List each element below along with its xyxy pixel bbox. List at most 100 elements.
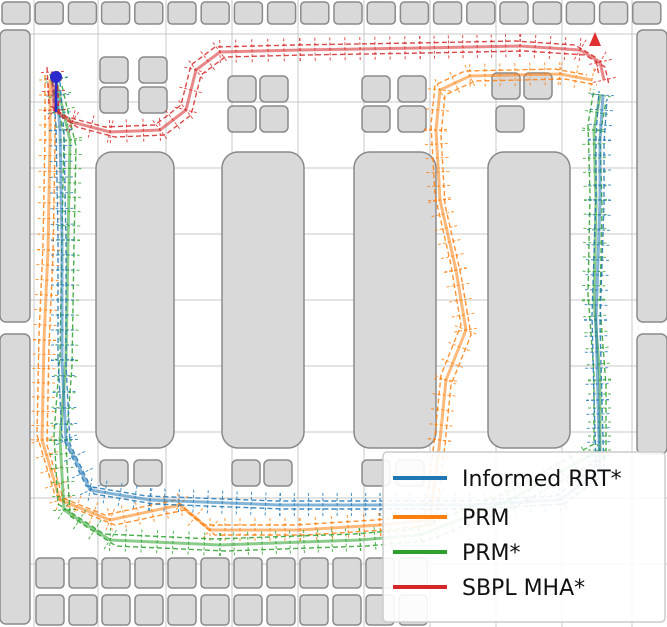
footprint-tick bbox=[289, 530, 291, 555]
footprint-tick bbox=[586, 229, 612, 231]
footprint-tick bbox=[33, 293, 59, 297]
footprint-tick bbox=[449, 71, 461, 95]
footprint-tick bbox=[39, 70, 65, 74]
footprint-tick bbox=[434, 375, 458, 385]
wall-left-lower bbox=[0, 333, 31, 625]
island-2 bbox=[221, 151, 305, 449]
footprint-tick bbox=[432, 393, 457, 397]
footprint-tick bbox=[346, 514, 350, 540]
footprint-tick bbox=[108, 527, 112, 553]
footprint-tick bbox=[514, 62, 516, 88]
footprint-tick bbox=[200, 51, 216, 71]
footprint-tick bbox=[586, 413, 611, 415]
footprint-tick bbox=[235, 491, 238, 516]
footprint-tick bbox=[50, 480, 75, 484]
footprint-tick bbox=[120, 505, 128, 529]
parking-space-bottom bbox=[332, 594, 362, 626]
small-obstacle bbox=[259, 75, 289, 103]
footprint-tick bbox=[588, 92, 612, 98]
footprint-tick bbox=[34, 451, 59, 459]
footprint-tick bbox=[330, 515, 334, 541]
legend-box bbox=[382, 451, 666, 623]
footprint-tick bbox=[68, 110, 76, 134]
footprint-tick bbox=[573, 39, 587, 61]
footprint-tick bbox=[585, 383, 610, 385]
footprint-tick bbox=[179, 86, 203, 94]
footprint-tick bbox=[429, 423, 454, 427]
footprint-tick bbox=[102, 480, 108, 505]
footprint-tick bbox=[451, 312, 476, 318]
footprint-tick bbox=[586, 244, 611, 246]
small-obstacle bbox=[227, 105, 257, 133]
footprint-tick bbox=[548, 35, 552, 61]
footprint-tick bbox=[72, 509, 87, 531]
parking-space-top bbox=[598, 1, 629, 25]
footprint-tick bbox=[57, 499, 71, 521]
small-obstacle bbox=[133, 459, 163, 487]
parking-space-top bbox=[1, 1, 31, 25]
footprint-tick bbox=[39, 466, 63, 474]
footprint-tick bbox=[165, 110, 181, 130]
footprint-tick bbox=[298, 517, 302, 543]
footprint-tick bbox=[444, 266, 468, 274]
footprint-tick bbox=[174, 106, 198, 114]
footprint-tick bbox=[32, 323, 57, 327]
footprint-tick bbox=[88, 502, 99, 525]
footprint-tick bbox=[187, 531, 190, 556]
parking-space-bottom bbox=[35, 594, 65, 626]
island-3 bbox=[353, 151, 437, 449]
footprint-tick bbox=[219, 39, 221, 65]
footprint-tick bbox=[148, 499, 156, 523]
footprint-tick bbox=[233, 532, 235, 557]
footprint-tick bbox=[40, 89, 66, 93]
footprint-tick bbox=[484, 63, 486, 88]
parking-space-top bbox=[167, 1, 197, 25]
footprint-tick bbox=[264, 492, 267, 517]
footprint-tick bbox=[49, 466, 74, 470]
legend-label-informed-rrt: Informed RRT* bbox=[462, 467, 622, 492]
footprint-tick bbox=[267, 38, 269, 63]
legend-entry-prm-star: PRM* bbox=[393, 541, 521, 566]
footprint-tick bbox=[221, 490, 224, 515]
parking-space-bottom bbox=[101, 594, 131, 626]
footprint-tick bbox=[35, 248, 61, 252]
footprint-tick bbox=[426, 170, 451, 174]
small-obstacle bbox=[523, 72, 553, 100]
footprint-tick bbox=[437, 238, 462, 246]
parking-space-bottom bbox=[68, 557, 98, 589]
wall-left-upper bbox=[0, 29, 31, 323]
footprint-tick bbox=[585, 259, 611, 261]
footprint-tick bbox=[51, 494, 76, 498]
footprint-tick bbox=[585, 274, 610, 276]
footprint-tick bbox=[247, 531, 249, 557]
footprint-tick bbox=[34, 278, 59, 282]
legend-label-prm-star: PRM* bbox=[462, 541, 521, 566]
path-sbpl-mha bbox=[39, 33, 616, 145]
footprint-tick bbox=[177, 489, 180, 514]
footprint-tick bbox=[50, 374, 75, 378]
footprint-tick bbox=[587, 138, 613, 142]
footprint-tick bbox=[563, 36, 567, 62]
parking-space-bottom bbox=[68, 594, 98, 626]
footprint-tick bbox=[378, 513, 382, 537]
footprint-tick bbox=[52, 406, 77, 410]
footprint-tick bbox=[132, 485, 138, 510]
footprint-tick bbox=[434, 78, 446, 102]
parking-space-top bbox=[632, 1, 662, 25]
footprint-tick bbox=[43, 481, 68, 489]
wall-right-upper bbox=[636, 29, 667, 323]
footprint-tick bbox=[590, 93, 616, 97]
footprint-tick bbox=[589, 108, 615, 112]
goal-marker bbox=[589, 32, 601, 46]
legend-label-prm: PRM bbox=[462, 506, 510, 531]
footprint-tick bbox=[425, 156, 450, 160]
footprint-tick bbox=[30, 436, 54, 444]
parking-space-top bbox=[34, 1, 64, 25]
footprint-tick bbox=[588, 123, 614, 127]
footprint-tick bbox=[573, 65, 579, 89]
footprint-tick bbox=[275, 530, 277, 556]
legend-entry-prm: PRM bbox=[393, 506, 510, 531]
parking-space-top bbox=[300, 1, 330, 25]
footprint-tick bbox=[583, 171, 608, 173]
